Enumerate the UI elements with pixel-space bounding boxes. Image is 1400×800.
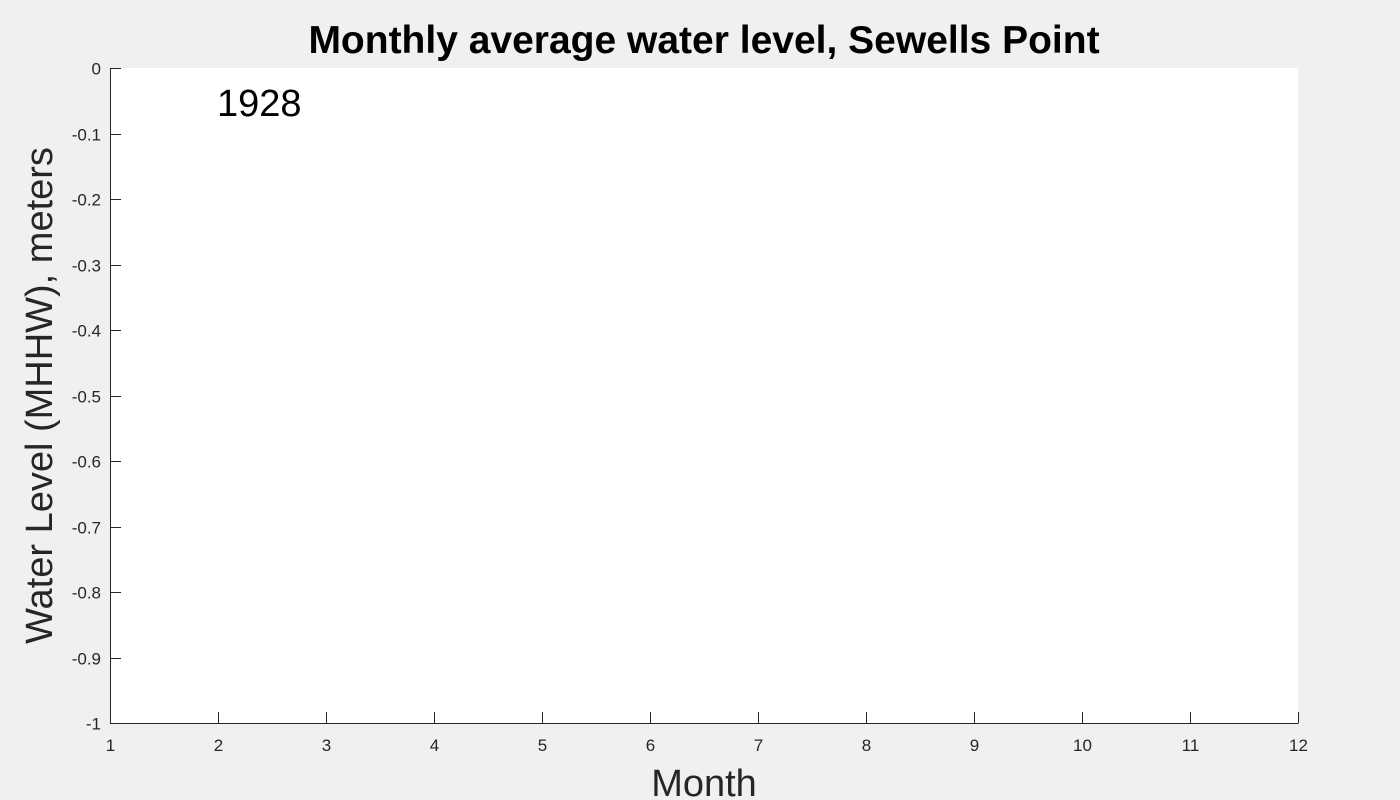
x-tick-label: 12 <box>1289 736 1308 755</box>
x-tick-label: 9 <box>970 736 979 755</box>
x-tick-label: 6 <box>646 736 655 755</box>
x-tick-label: 11 <box>1182 736 1200 755</box>
x-tick-label: 2 <box>214 736 223 755</box>
y-tick-label: -0.4 <box>72 322 101 341</box>
x-tick-label: 1 <box>106 736 115 755</box>
x-tick-label: 4 <box>430 736 439 755</box>
y-tick-label: -0.2 <box>72 191 101 210</box>
y-axis-label: Water Level (MHHW), meters <box>19 147 61 644</box>
y-tick-label: -0.1 <box>72 126 101 145</box>
chart-title: Monthly average water level, Sewells Poi… <box>308 19 1099 62</box>
y-tick-label: -1 <box>86 715 101 734</box>
x-tick-label: 3 <box>322 736 331 755</box>
y-tick-label: -0.9 <box>72 650 101 669</box>
x-axis-label: Month <box>651 763 757 800</box>
plot-area <box>110 68 1298 723</box>
x-axis-ticks: 1 2 3 4 5 6 7 8 9 10 11 12 <box>106 712 1308 755</box>
x-tick-label: 8 <box>862 736 871 755</box>
y-tick-label: -0.7 <box>72 519 101 538</box>
x-tick-label: 10 <box>1073 736 1092 755</box>
year-annotation: 1928 <box>217 83 302 125</box>
y-tick-label: -0.6 <box>72 453 101 472</box>
y-tick-label: -0.8 <box>72 584 101 603</box>
y-tick-label: -0.5 <box>72 388 101 407</box>
x-tick-label: 5 <box>538 736 547 755</box>
y-tick-label: 0 <box>92 60 101 79</box>
x-tick-label: 7 <box>754 736 763 755</box>
y-tick-label: -0.3 <box>72 257 101 276</box>
y-axis-ticks: 0 -0.1 -0.2 -0.3 -0.4 -0.5 -0.6 -0.7 -0.8 -0.9 -1 <box>72 60 121 734</box>
